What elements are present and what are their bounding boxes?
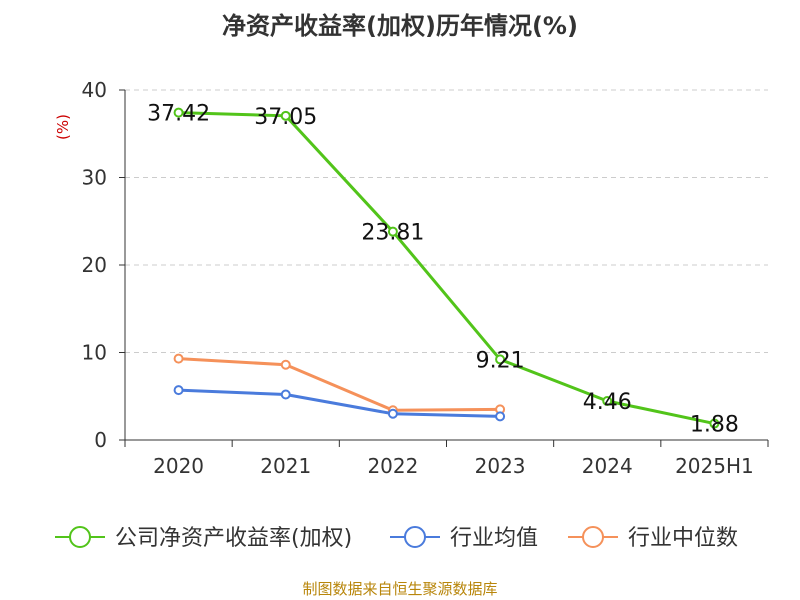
legend: 公司净资产收益率(加权) 行业均值 行业中位数	[55, 526, 738, 551]
series-line	[178, 388, 501, 418]
x-tick-label: 2025H1	[675, 454, 754, 478]
data-point	[387, 408, 398, 419]
data-labels: 37.42 37.05 23.81 9.21 4.46 1.88	[147, 102, 739, 438]
y-tick-label: 20	[82, 253, 107, 277]
legend-marker	[69, 526, 91, 548]
series-line	[178, 357, 501, 412]
x-tick-label: 2024	[582, 454, 633, 478]
data-point	[173, 107, 184, 118]
x-tick-label: 2021	[260, 454, 311, 478]
data-label: 37.05	[254, 105, 317, 130]
data-label: 4.46	[583, 390, 632, 415]
x-tick-label: 2020	[153, 454, 204, 478]
legend-label: 公司净资产收益率(加权)	[115, 526, 352, 551]
data-point	[709, 418, 720, 429]
data-label: 9.21	[476, 348, 525, 373]
data-label: 1.88	[690, 413, 739, 438]
data-point	[387, 226, 398, 237]
y-tick-label: 0	[94, 428, 107, 452]
y-tick-label: 40	[82, 78, 107, 102]
data-point	[173, 353, 184, 364]
chart-title: 净资产收益率(加权)历年情况(%)	[222, 12, 578, 40]
data-point	[495, 411, 506, 422]
legend-label: 行业中位数	[628, 526, 738, 551]
source-note: 制图数据来自恒生聚源数据库	[302, 580, 498, 598]
series-lines	[173, 107, 720, 429]
y-tick-label: 10	[82, 341, 107, 365]
data-point	[602, 395, 613, 406]
grid-lines	[125, 89, 768, 353]
data-point	[495, 354, 506, 365]
y-tick-label: 30	[82, 166, 107, 190]
x-tick-label: 2022	[367, 454, 418, 478]
data-point	[280, 389, 291, 400]
data-point	[280, 359, 291, 370]
data-point	[280, 110, 291, 121]
series-line	[178, 111, 715, 426]
legend-marker	[404, 526, 426, 548]
y-axis-unit-label: (%)	[54, 114, 72, 140]
data-point	[173, 385, 184, 396]
data-label: 23.81	[361, 221, 424, 246]
axes: 0 10 20 30 40 (%) 2020 2021 2022 2023 2024 2025H1	[54, 78, 769, 478]
legend-label: 行业均值	[450, 526, 538, 551]
legend-marker	[582, 526, 604, 548]
x-tick-label: 2023	[475, 454, 526, 478]
data-label: 37.42	[147, 102, 210, 127]
